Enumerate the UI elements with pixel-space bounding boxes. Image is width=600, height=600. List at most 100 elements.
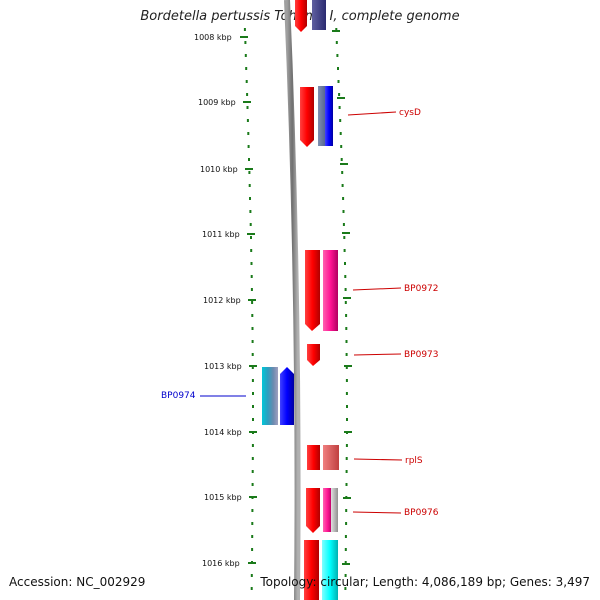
accession-text: Accession: NC_002929 bbox=[9, 575, 146, 589]
scale-dot bbox=[252, 392, 254, 395]
scale-dot bbox=[252, 405, 254, 408]
scale-dot bbox=[251, 483, 254, 486]
scale-dot bbox=[250, 275, 253, 278]
scale-dot bbox=[246, 119, 249, 122]
gene-label-BP0972: BP0972 bbox=[404, 284, 439, 294]
scale-dot bbox=[250, 288, 253, 291]
scale-dot bbox=[251, 353, 254, 356]
scale-dot bbox=[345, 483, 348, 486]
scale-dot bbox=[345, 366, 348, 369]
kbp-tick-1015: 1015 kbp bbox=[204, 493, 257, 502]
scale-dot bbox=[345, 314, 348, 317]
scale-dot bbox=[335, 28, 338, 31]
scale-dot bbox=[250, 574, 253, 577]
scale-dot bbox=[345, 327, 348, 330]
scale-dot bbox=[251, 444, 254, 447]
gene-label-BP0976: BP0976 bbox=[404, 508, 439, 518]
gene-BP0976 bbox=[306, 488, 338, 533]
scale-dot bbox=[250, 587, 253, 590]
scale-dot bbox=[335, 41, 338, 44]
kbp-label: 1013 kbp bbox=[204, 362, 242, 371]
scale-dot bbox=[338, 106, 341, 109]
gene-label-cysD: cysD bbox=[399, 108, 421, 118]
gene-label-BP0973: BP0973 bbox=[404, 350, 439, 360]
kbp-label: 1012 kbp bbox=[203, 296, 241, 305]
label-lines bbox=[200, 111, 403, 514]
scale-dot bbox=[337, 80, 340, 83]
scale-dot bbox=[345, 353, 348, 356]
kbp-tick-1009: 1009 kbp bbox=[198, 98, 251, 107]
scale-dot bbox=[246, 93, 249, 96]
gene-rplS bbox=[307, 445, 339, 470]
scale-dot bbox=[344, 574, 347, 577]
right-ticks bbox=[332, 30, 352, 565]
scale-dot bbox=[344, 561, 347, 564]
scale-dot bbox=[339, 119, 342, 122]
scale-dot bbox=[245, 67, 248, 70]
scale-dot bbox=[250, 262, 253, 265]
feature-top bbox=[295, 0, 326, 32]
scale-dot bbox=[251, 301, 254, 304]
scale-dot bbox=[345, 392, 348, 395]
scale-dot bbox=[344, 288, 347, 291]
scale-dot bbox=[345, 340, 348, 343]
scale-dot bbox=[342, 210, 345, 213]
scale-dot bbox=[345, 379, 348, 382]
scale-dot bbox=[247, 145, 250, 148]
kbp-axis: 1008 kbp 1009 kbp 1010 kbp 1011 kbp 1012… bbox=[194, 33, 257, 568]
kbp-tick-1014: 1014 kbp bbox=[204, 428, 257, 437]
scale-dot bbox=[344, 275, 347, 278]
genome-backbone bbox=[284, 0, 301, 600]
scale-dot bbox=[344, 262, 346, 265]
scale-dot bbox=[251, 366, 254, 369]
kbp-label: 1009 kbp bbox=[198, 98, 236, 107]
scale-dot bbox=[346, 418, 348, 421]
scale-dot bbox=[344, 587, 347, 590]
kbp-tick-1016: 1016 kbp bbox=[202, 559, 256, 568]
kbp-tick-1008: 1008 kbp bbox=[194, 33, 248, 42]
scale-dot bbox=[244, 54, 247, 57]
scale-dot bbox=[248, 158, 250, 161]
scale-dot bbox=[251, 457, 254, 460]
scale-dot bbox=[343, 249, 346, 252]
scale-dot bbox=[250, 236, 252, 239]
kbp-tick-1013: 1013 kbp bbox=[204, 362, 257, 371]
gene-labels: cysD BP0972 BP0973 BP0974 rplS BP0976 bbox=[161, 108, 439, 518]
scale-dot bbox=[251, 470, 254, 473]
gene-label-rplS: rplS bbox=[405, 456, 423, 466]
kbp-tick-1011: 1011 kbp bbox=[202, 230, 255, 239]
scale-dot bbox=[342, 197, 345, 200]
scale-dot bbox=[345, 457, 348, 460]
scale-dot bbox=[341, 171, 344, 174]
kbp-label: 1010 kbp bbox=[200, 165, 238, 174]
scale-dot bbox=[248, 184, 251, 187]
scale-dot bbox=[252, 418, 254, 421]
kbp-label: 1016 kbp bbox=[202, 559, 240, 568]
scale-dot bbox=[345, 444, 348, 447]
kbp-label: 1014 kbp bbox=[204, 428, 242, 437]
scale-dot bbox=[342, 223, 345, 226]
kbp-label: 1008 kbp bbox=[194, 33, 232, 42]
gene-cysD bbox=[300, 86, 333, 147]
scale-dot bbox=[251, 379, 254, 382]
scale-dot bbox=[247, 132, 250, 135]
scale-dot bbox=[249, 223, 252, 226]
kbp-label: 1015 kbp bbox=[204, 493, 242, 502]
scale-dot bbox=[339, 132, 342, 135]
scale-dot bbox=[251, 548, 254, 551]
scale-dot bbox=[249, 197, 251, 200]
scale-dot bbox=[248, 171, 251, 174]
kbp-tick-1012: 1012 kbp bbox=[203, 296, 256, 305]
scale-dot bbox=[250, 249, 253, 252]
scale-dot bbox=[246, 106, 249, 109]
scale-dot bbox=[341, 184, 344, 187]
scale-dot bbox=[344, 548, 347, 551]
scale-dot bbox=[344, 535, 347, 538]
scale-dot bbox=[336, 54, 339, 57]
scale-dot bbox=[337, 67, 339, 70]
scale-dot bbox=[345, 522, 348, 525]
genome-summary-text: Topology: circular; Length: 4,086,189 bp… bbox=[260, 575, 590, 589]
gene-BP0974 bbox=[262, 367, 294, 425]
scale-dot bbox=[251, 314, 254, 317]
